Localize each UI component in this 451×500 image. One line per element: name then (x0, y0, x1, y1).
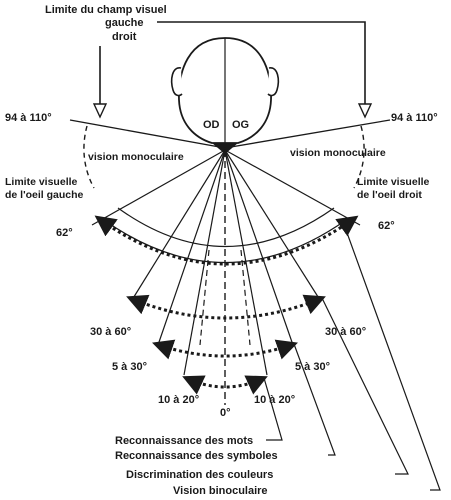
angle-10-20-left: 10 à 20° (158, 394, 199, 406)
title-arrows (99, 21, 366, 104)
label-limit-right-1: Limite visuelle (357, 176, 430, 188)
label-od: OD (203, 119, 220, 131)
angle-outer-right: 62° (378, 220, 395, 232)
label-limit-left-2: de l'oeil gauche (5, 189, 84, 201)
angle-5-30-right: 5 à 30° (295, 361, 330, 373)
arrow-heads (92, 103, 373, 119)
head-drawing (170, 37, 280, 154)
angle-30-60-left: 30 à 60° (90, 326, 131, 338)
angle-outer-left: 62° (56, 227, 73, 239)
label-mono-right: vision monoculaire (290, 147, 386, 159)
angle-5-30-left: 5 à 30° (112, 361, 147, 373)
angle-center: 0° (220, 407, 231, 419)
angle-30-60-right: 30 à 60° (325, 326, 366, 338)
label-mono-left: vision monoculaire (88, 151, 184, 163)
range-arrows (94, 215, 359, 395)
legend-colors: Discrimination des couleurs (126, 469, 273, 481)
title-line-2: gauche (105, 17, 144, 29)
angle-horizon-left: 94 à 110° (5, 112, 52, 124)
label-limit-right-2: de l'oeil droit (357, 189, 422, 201)
monocular-arcs (83, 125, 365, 189)
angle-10-20-right: 10 à 20° (254, 394, 295, 406)
horizon-lines (69, 119, 391, 149)
title-line-1: Limite du champ visuel (45, 4, 167, 16)
angle-horizon-right: 94 à 110° (391, 112, 438, 124)
legend-symbols: Reconnaissance des symboles (115, 450, 278, 462)
legend-words: Reconnaissance des mots (115, 435, 253, 447)
label-limit-left-1: Limite visuelle (5, 176, 78, 188)
legend-leaders (263, 229, 441, 491)
label-og: OG (232, 119, 249, 131)
legend-binocular: Vision binoculaire (173, 485, 268, 497)
dashed-rays (199, 249, 251, 346)
title-line-3: droit (112, 31, 137, 43)
